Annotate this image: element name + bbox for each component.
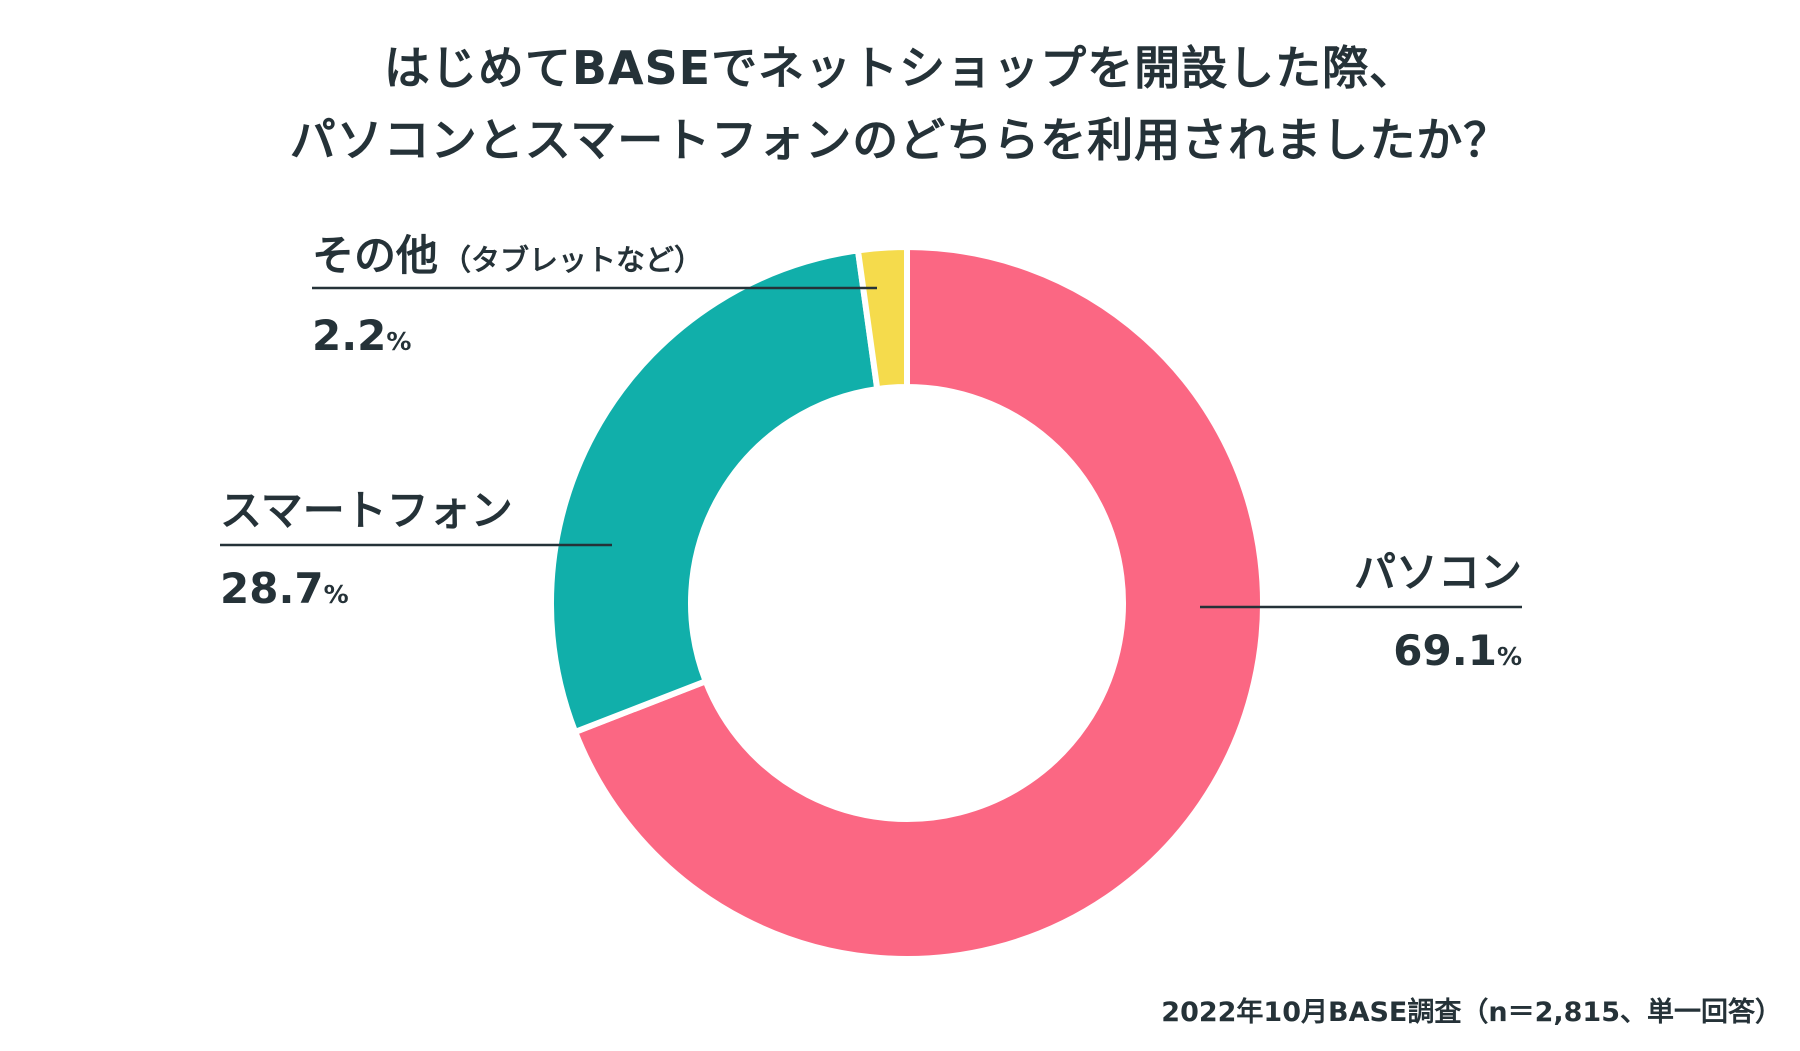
data-label-smartphone-value: 28.7	[220, 564, 324, 613]
data-label-other: 2.2%	[312, 311, 411, 360]
chart-title-line-1: はじめてBASEでネットショップを開設した際、	[383, 41, 1417, 95]
data-label-pc-value: 69.1	[1393, 626, 1497, 675]
data-label-pc-unit: %	[1497, 642, 1522, 671]
slice-smartphone	[548, 247, 881, 736]
data-label-smartphone: 28.7%	[220, 564, 349, 613]
label-name-other: その他 （タブレットなど）	[312, 231, 703, 280]
label-name-pc: パソコン	[1354, 548, 1522, 597]
label-name-smartphone: スマートフォン	[220, 486, 513, 535]
label-group-smartphone: スマートフォン 28.7%	[220, 486, 612, 613]
data-label-other-value: 2.2	[312, 311, 386, 360]
label-name-other-note: （タブレットなど）	[442, 243, 703, 277]
label-group-pc: パソコン 69.1%	[1200, 548, 1522, 675]
data-label-smartphone-unit: %	[324, 580, 349, 609]
chart-title-line-2: パソコンとスマートフォンのどちらを利用されましたか？	[289, 113, 1511, 167]
chart-title: はじめてBASEでネットショップを開設した際、 パソコンとスマートフォンのどちら…	[0, 32, 1800, 176]
data-label-other-unit: %	[386, 327, 411, 356]
donut-slices	[548, 243, 1266, 962]
label-name-other-main: その他	[312, 231, 438, 280]
label-group-other: その他 （タブレットなど） 2.2%	[312, 231, 877, 360]
source-note: 2022年10月BASE調査（n＝2,815、単一回答）	[1161, 997, 1782, 1028]
slice-other	[854, 243, 910, 393]
data-label-pc: 69.1%	[1393, 626, 1522, 675]
slice-pc	[571, 243, 1266, 962]
